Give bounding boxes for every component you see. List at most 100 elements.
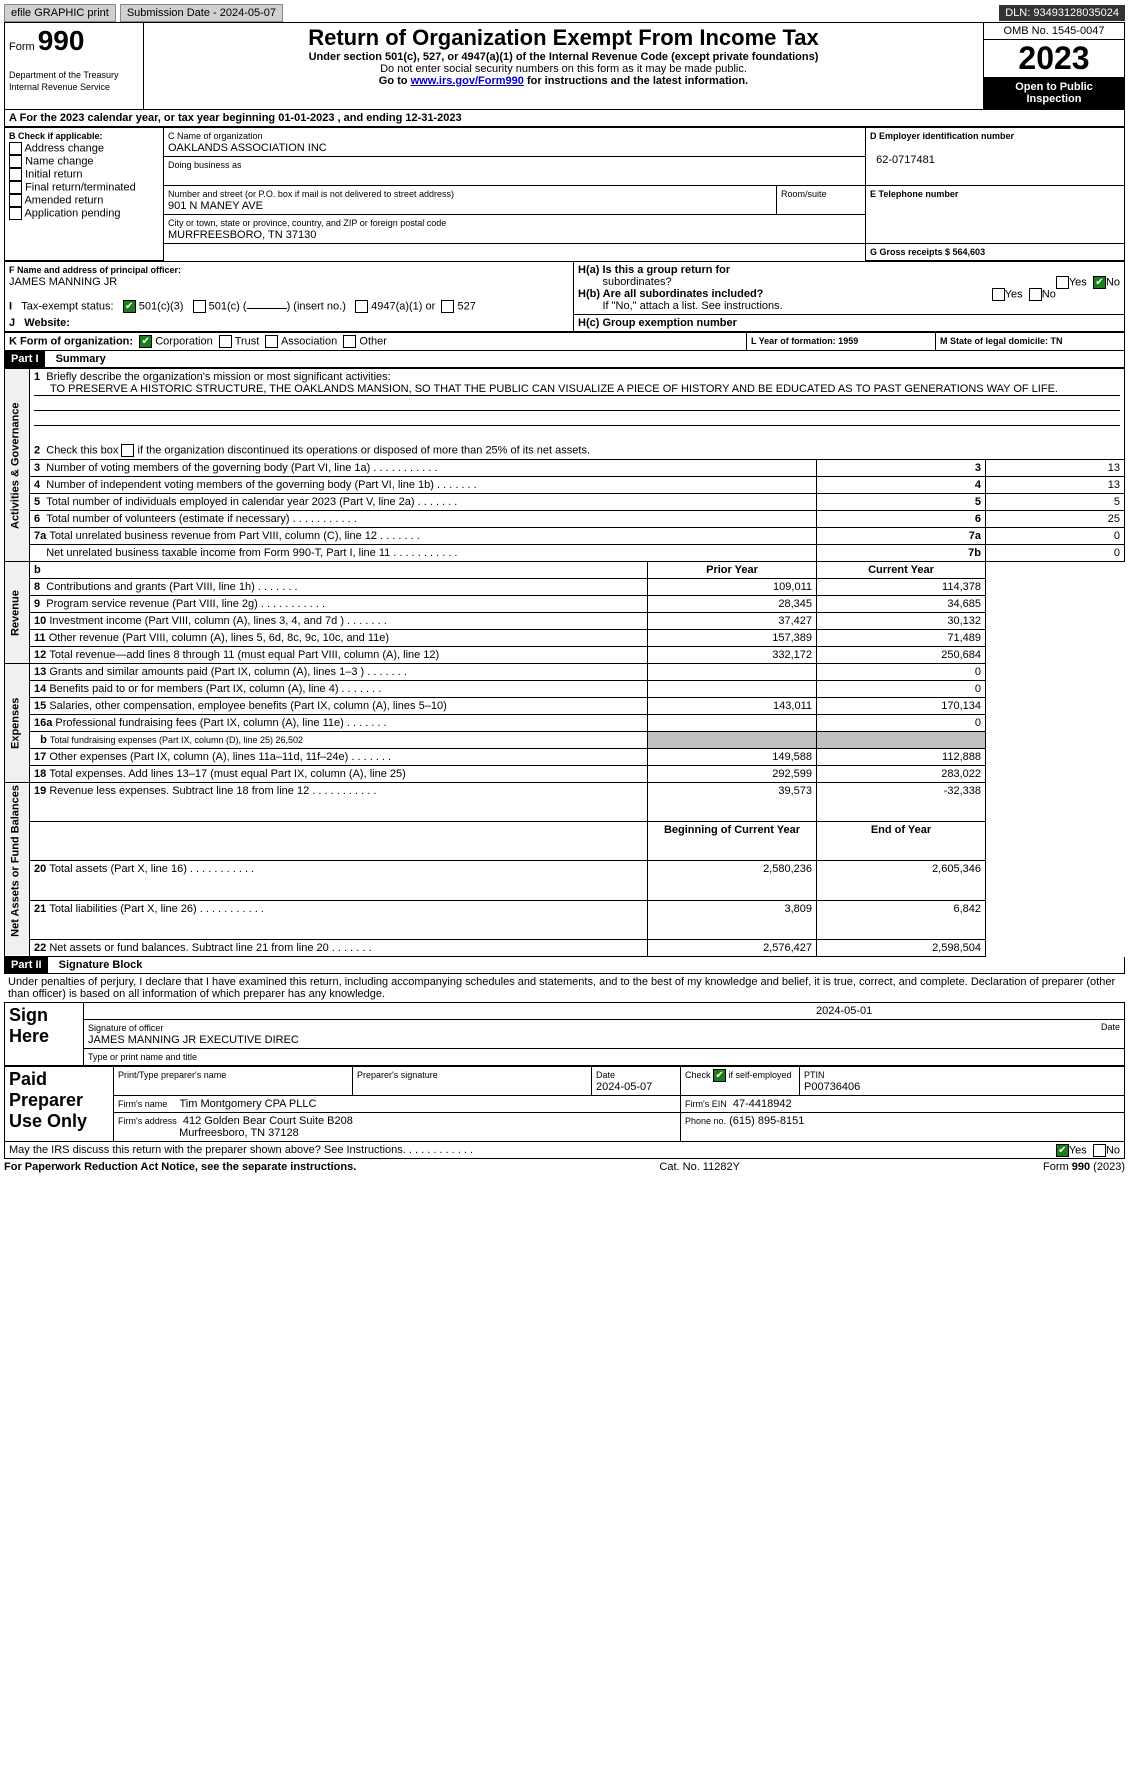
h-b-label: H(b) Are all subordinates included? [578, 288, 763, 300]
checkbox-discuss-yes[interactable] [1056, 1144, 1069, 1157]
h-c-label: H(c) Group exemption number [578, 317, 737, 329]
501c-insert[interactable] [247, 308, 287, 309]
sign-date: 2024-05-01 [812, 1002, 1125, 1019]
label-trust: Trust [235, 335, 260, 347]
submission-date-label: Submission Date - 2024-05-07 [120, 4, 283, 22]
firm-name: Tim Montgomery CPA PLLC [179, 1098, 316, 1110]
line-22-begin: 2,576,427 [648, 939, 817, 956]
form-header: Form 990 Department of the Treasury Inte… [4, 22, 1125, 110]
line-8-label: Contributions and grants (Part VIII, lin… [46, 581, 297, 593]
checkbox-other[interactable] [343, 335, 356, 348]
open-inspection: Open to Public Inspection [984, 77, 1124, 109]
checkbox-self-employed[interactable] [713, 1069, 726, 1082]
discuss-yes: Yes [1069, 1144, 1087, 1156]
side-netassets: Net Assets or Fund Balances [5, 783, 30, 940]
label-application-pending: Application pending [24, 207, 120, 219]
line-21-label: Total liabilities (Part X, line 26) [49, 903, 264, 915]
line-9-prior: 28,345 [648, 596, 817, 613]
line-18-label: Total expenses. Add lines 13–17 (must eq… [49, 768, 405, 780]
checkbox-corporation[interactable] [139, 335, 152, 348]
dba-label: Doing business as [168, 160, 242, 170]
line-3-label: Number of voting members of the governin… [46, 462, 437, 474]
side-revenue: Revenue [5, 562, 30, 664]
checkbox-address-change[interactable] [9, 142, 22, 155]
label-no-2: No [1042, 288, 1056, 300]
checkbox-hb-yes[interactable] [992, 288, 1005, 301]
box-k-label: K Form of organization: [9, 335, 133, 347]
tax-year: 2023 [984, 40, 1124, 77]
checkbox-line-2[interactable] [121, 444, 134, 457]
line-15-label: Salaries, other compensation, employee b… [49, 700, 446, 712]
form-subtitle-2: Do not enter social security numbers on … [148, 63, 979, 75]
line-16a-label: Professional fundraising fees (Part IX, … [55, 717, 386, 729]
line-20-begin: 2,580,236 [648, 861, 817, 900]
label-name-change: Name change [25, 155, 94, 167]
discuss-label: May the IRS discuss this return with the… [9, 1144, 473, 1156]
tax-exempt-label: Tax-exempt status: [21, 300, 113, 312]
checkbox-501c[interactable] [193, 300, 206, 313]
line-11-current: 71,489 [817, 630, 986, 647]
line-7b-key: 7b [817, 545, 986, 562]
line-7a-value: 0 [986, 528, 1125, 545]
topbar: efile GRAPHIC print Submission Date - 20… [4, 4, 1125, 22]
checkbox-ha-no[interactable] [1093, 276, 1106, 289]
city-value: MURFREESBORO, TN 37130 [168, 229, 316, 241]
website-label: Website: [24, 317, 70, 329]
checkbox-application-pending[interactable] [9, 207, 22, 220]
line-2-label: Check this box [46, 444, 121, 456]
checkbox-527[interactable] [441, 300, 454, 313]
checkbox-4947[interactable] [355, 300, 368, 313]
checkbox-amended-return[interactable] [9, 194, 22, 207]
line-9-label: Program service revenue (Part VIII, line… [46, 598, 325, 610]
firm-address-1: 412 Golden Bear Court Suite B208 [183, 1115, 353, 1127]
firm-name-label: Firm's name [118, 1099, 167, 1109]
form-subtitle-1: Under section 501(c), 527, or 4947(a)(1)… [148, 51, 979, 63]
line-16b-label: Total fundraising expenses (Part IX, col… [50, 735, 303, 745]
instructions-link[interactable]: www.irs.gov/Form990 [411, 75, 524, 87]
checkbox-name-change[interactable] [9, 155, 22, 168]
label-yes: Yes [1069, 276, 1087, 288]
line-1-mission: TO PRESERVE A HISTORIC STRUCTURE, THE OA… [34, 383, 1120, 396]
line-14-current: 0 [817, 681, 986, 698]
phone-label: Phone no. [685, 1116, 726, 1126]
line-9-current: 34,685 [817, 596, 986, 613]
org-name: OAKLANDS ASSOCIATION INC [168, 142, 327, 154]
line-21-begin: 3,809 [648, 900, 817, 939]
line-8-prior: 109,011 [648, 579, 817, 596]
checkbox-trust[interactable] [219, 335, 232, 348]
checkbox-501c3[interactable] [123, 300, 136, 313]
officer-name: JAMES MANNING JR [9, 276, 117, 288]
line-17-prior: 149,588 [648, 749, 817, 766]
street-label: Number and street (or P.O. box if mail i… [168, 189, 454, 199]
line-6-label: Total number of volunteers (estimate if … [46, 513, 357, 525]
checkbox-hb-no[interactable] [1029, 288, 1042, 301]
room-label: Room/suite [781, 189, 827, 199]
checkbox-discuss-no[interactable] [1093, 1144, 1106, 1157]
line-7b-label: Net unrelated business taxable income fr… [46, 547, 457, 559]
gross-receipts: G Gross receipts $ 564,603 [870, 247, 985, 257]
part-1-label: Part I [5, 351, 45, 367]
checkbox-association[interactable] [265, 335, 278, 348]
line-19-prior: 39,573 [648, 783, 817, 822]
line-18-prior: 292,599 [648, 766, 817, 783]
line-16b-prior [648, 732, 817, 749]
firm-address-2: Murfreesboro, TN 37128 [179, 1127, 299, 1139]
signature-declaration: Under penalties of perjury, I declare th… [4, 974, 1125, 1002]
sig-name-label: Type or print name and title [88, 1052, 197, 1062]
paid-preparer-label: Paid Preparer Use Only [5, 1066, 114, 1141]
label-association: Association [281, 335, 337, 347]
checkbox-final-return[interactable] [9, 181, 22, 194]
efile-print-button[interactable]: efile GRAPHIC print [4, 4, 116, 22]
header-current-year: Current Year [817, 562, 986, 579]
form-prefix: Form [9, 41, 35, 53]
checkbox-initial-return[interactable] [9, 168, 22, 181]
dept-treasury: Department of the Treasury [9, 70, 119, 80]
checkbox-ha-yes[interactable] [1056, 276, 1069, 289]
line-15-current: 170,134 [817, 698, 986, 715]
line-16b-current [817, 732, 986, 749]
line-13-prior [648, 664, 817, 681]
side-activities: Activities & Governance [5, 369, 30, 562]
org-name-label: C Name of organization [168, 131, 263, 141]
line-14-prior [648, 681, 817, 698]
line-4-value: 13 [986, 477, 1125, 494]
